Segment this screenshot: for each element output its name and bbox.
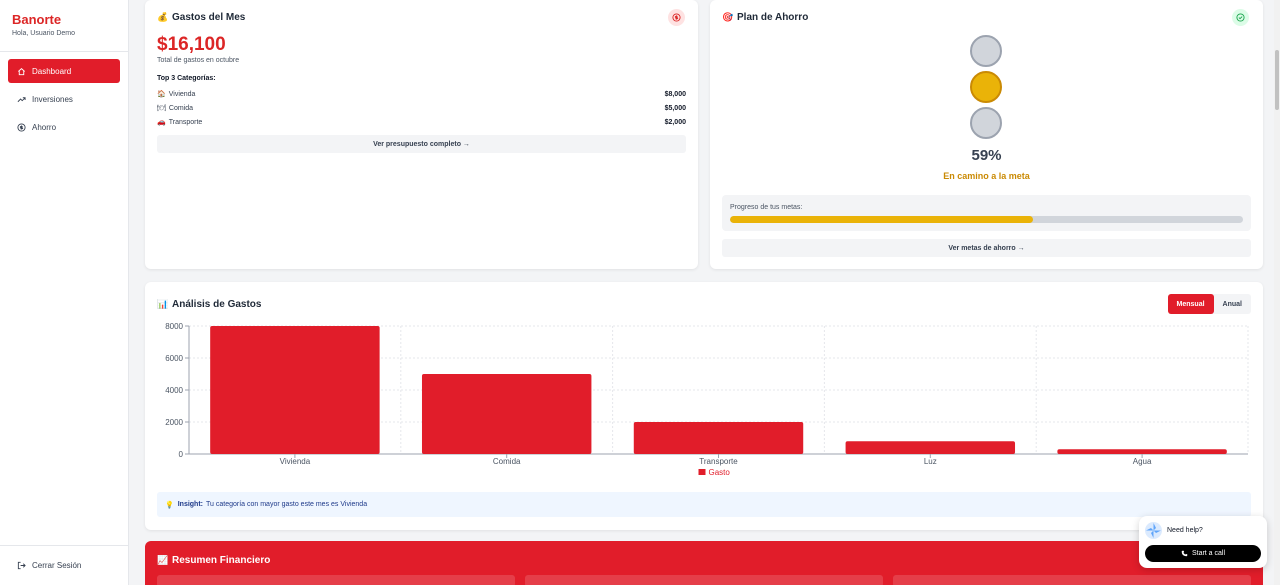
sidebar-item-dashboard[interactable]: Dashboard [8, 59, 120, 83]
y-tick-label: 2000 [165, 418, 183, 427]
category-amount: $5,000 [664, 104, 686, 112]
view-savings-goals-button[interactable]: Ver metas de ahorro → [722, 239, 1251, 257]
category-name: Comida [168, 105, 194, 112]
view-budget-button[interactable]: Ver presupuesto completo → [157, 135, 686, 153]
chart-bar [845, 441, 1016, 454]
house-icon: 🏠 [157, 91, 166, 98]
brand: Banorte Hola, Usuario Demo [0, 0, 128, 37]
logout-icon [17, 561, 26, 570]
money-bag-icon: 💰 [157, 12, 169, 22]
period-toggle: Mensual Anual [1167, 294, 1251, 314]
x-tick-label: Transporte [699, 457, 738, 466]
x-tick-label: Luz [924, 457, 937, 466]
goals-progress: Progreso de tus metas: [722, 195, 1251, 231]
category-name: Vivienda [168, 91, 196, 98]
target-icon: 🎯 [722, 12, 734, 22]
traffic-light-red [970, 35, 1002, 67]
savings-status: En camino a la meta [943, 171, 1030, 181]
ahorro-title-label: Plan de Ahorro [737, 12, 809, 23]
legend-label: Gasto [709, 468, 731, 477]
analysis-title-label: Análisis de Gastos [172, 299, 262, 310]
gastos-title-label: Gastos del Mes [172, 12, 246, 23]
category-row: 🏠 Vivienda $8,000 [157, 88, 686, 100]
x-tick-label: Vivienda [280, 457, 311, 466]
traffic-light-green [970, 107, 1002, 139]
logout-button[interactable]: Cerrar Sesión [8, 555, 81, 575]
progress-label: Progreso de tus metas: [730, 204, 803, 211]
sidebar-item-inversiones[interactable]: Inversiones [8, 87, 120, 111]
analysis-card: 📊 Análisis de Gastos Mensual Anual 0 2000… [145, 282, 1263, 530]
sidebar-divider [0, 545, 128, 546]
legend-swatch [698, 469, 706, 475]
phone-icon [1181, 550, 1188, 557]
chart-up-icon: 📈 [157, 555, 169, 565]
page-scrollbar[interactable] [1274, 0, 1280, 585]
car-icon: 🚗 [157, 119, 166, 126]
bar-chart-icon: 📊 [157, 299, 169, 309]
ahorro-card: 🎯 Plan de Ahorro 59% En camino a la meta… [710, 0, 1263, 269]
gastos-title: 💰 Gastos del Mes [157, 12, 245, 23]
food-icon: 🍽 [157, 105, 166, 112]
analysis-title: 📊 Análisis de Gastos [157, 299, 261, 310]
category-row: 🍽 Comida $5,000 [157, 102, 686, 114]
progress-track [730, 216, 1243, 223]
support-avatar-icon [1145, 522, 1162, 539]
progress-fill [730, 216, 1033, 223]
check-badge-icon [1232, 9, 1249, 26]
toggle-annual[interactable]: Anual [1222, 300, 1242, 308]
traffic-light-yellow [970, 71, 1002, 103]
x-tick-label: Agua [1133, 457, 1152, 466]
insight-label: Insight: [177, 501, 203, 508]
toggle-monthly[interactable]: Mensual [1167, 294, 1214, 314]
savings-percent: 59% [971, 147, 1002, 164]
scrollbar-thumb[interactable] [1275, 50, 1279, 110]
summary-card: 📈 Resumen Financiero [145, 541, 1263, 585]
logout-label: Cerrar Sesión [32, 560, 82, 570]
summary-panel [893, 575, 1251, 585]
summary-title-label: Resumen Financiero [172, 555, 271, 566]
summary-panel [157, 575, 515, 585]
chart-bar [421, 374, 592, 454]
sidebar-item-label: Dashboard [32, 66, 72, 76]
sidebar-divider [0, 51, 128, 52]
category-row: 🚗 Transporte $2,000 [157, 116, 686, 128]
gastos-card: 💰 Gastos del Mes $16,100 Total de gastos… [145, 0, 698, 269]
y-tick-label: 8000 [165, 322, 183, 331]
start-call-button[interactable]: Start a call [1145, 545, 1261, 562]
category-amount: $2,000 [664, 118, 686, 126]
total-expenses-caption: Total de gastos en octubre [157, 57, 240, 64]
x-tick-label: Comida [493, 457, 521, 466]
coin-icon [17, 122, 26, 132]
home-icon [17, 67, 26, 76]
sidebar: Banorte Hola, Usuario Demo Dashboard Inv… [0, 0, 129, 585]
trend-up-icon [17, 95, 26, 104]
brand-name: Banorte [12, 12, 62, 27]
expenses-bar-chart: 0 2000 4000 6000 8000 Vivienda Comida Transport… [165, 322, 1249, 477]
chart-bar [1057, 449, 1227, 454]
sidebar-nav: Dashboard Inversiones Ahorro [8, 59, 120, 143]
insight-banner: 💡 Insight: Tu categoría con mayor gasto … [157, 492, 1251, 517]
category-name: Transporte [168, 119, 203, 126]
y-tick-label: 6000 [165, 354, 183, 363]
top-categories-heading: Top 3 Categorías: [157, 75, 216, 82]
help-widget: Need help? Start a call [1139, 516, 1267, 568]
help-question: Need help? [1167, 527, 1203, 534]
chart-bar [633, 422, 804, 454]
summary-title: 📈 Resumen Financiero [157, 555, 270, 566]
ahorro-title: 🎯 Plan de Ahorro [722, 12, 808, 23]
lightbulb-icon: 💡 [165, 501, 174, 509]
insight-text: Tu categoría con mayor gasto este mes es… [206, 501, 368, 508]
total-expenses-amount: $16,100 [157, 34, 226, 55]
y-tick-label: 0 [179, 450, 184, 459]
y-tick-label: 4000 [165, 386, 183, 395]
chart-bar [210, 326, 380, 454]
sidebar-item-label: Ahorro [32, 122, 57, 132]
dollar-badge-icon [668, 9, 685, 26]
sidebar-item-ahorro[interactable]: Ahorro [8, 115, 120, 139]
category-amount: $8,000 [664, 90, 686, 98]
start-call-label: Start a call [1191, 550, 1226, 557]
user-greeting: Hola, Usuario Demo [12, 30, 76, 37]
summary-panel [525, 575, 883, 585]
sidebar-item-label: Inversiones [32, 94, 73, 104]
